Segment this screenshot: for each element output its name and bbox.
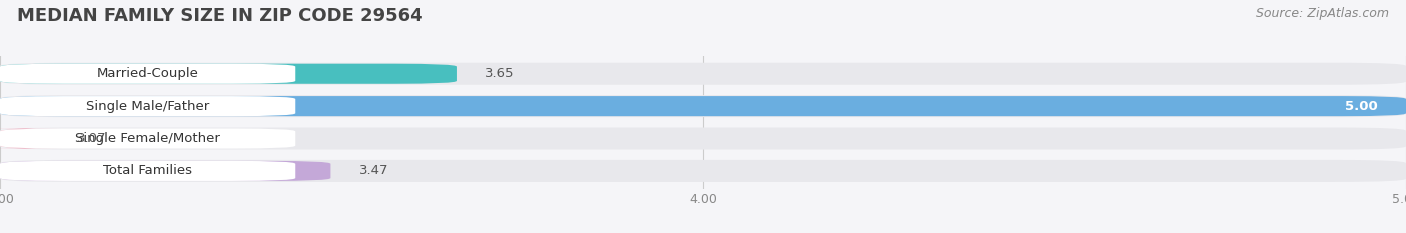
- Text: 3.65: 3.65: [485, 67, 515, 80]
- FancyBboxPatch shape: [0, 63, 1406, 85]
- Text: Total Families: Total Families: [103, 164, 193, 177]
- FancyBboxPatch shape: [0, 128, 63, 149]
- Text: Married-Couple: Married-Couple: [97, 67, 198, 80]
- FancyBboxPatch shape: [0, 161, 295, 181]
- Text: 3.07: 3.07: [77, 132, 107, 145]
- Text: 5.00: 5.00: [1346, 100, 1378, 113]
- FancyBboxPatch shape: [0, 64, 457, 84]
- Text: 3.47: 3.47: [359, 164, 388, 177]
- FancyBboxPatch shape: [0, 95, 1406, 117]
- FancyBboxPatch shape: [0, 161, 330, 181]
- FancyBboxPatch shape: [0, 96, 295, 116]
- Text: MEDIAN FAMILY SIZE IN ZIP CODE 29564: MEDIAN FAMILY SIZE IN ZIP CODE 29564: [17, 7, 422, 25]
- Text: Single Male/Father: Single Male/Father: [86, 100, 209, 113]
- FancyBboxPatch shape: [0, 64, 295, 84]
- FancyBboxPatch shape: [0, 128, 295, 149]
- Text: Single Female/Mother: Single Female/Mother: [75, 132, 221, 145]
- Text: Source: ZipAtlas.com: Source: ZipAtlas.com: [1256, 7, 1389, 20]
- FancyBboxPatch shape: [0, 160, 1406, 182]
- FancyBboxPatch shape: [0, 127, 1406, 150]
- FancyBboxPatch shape: [0, 96, 1406, 116]
